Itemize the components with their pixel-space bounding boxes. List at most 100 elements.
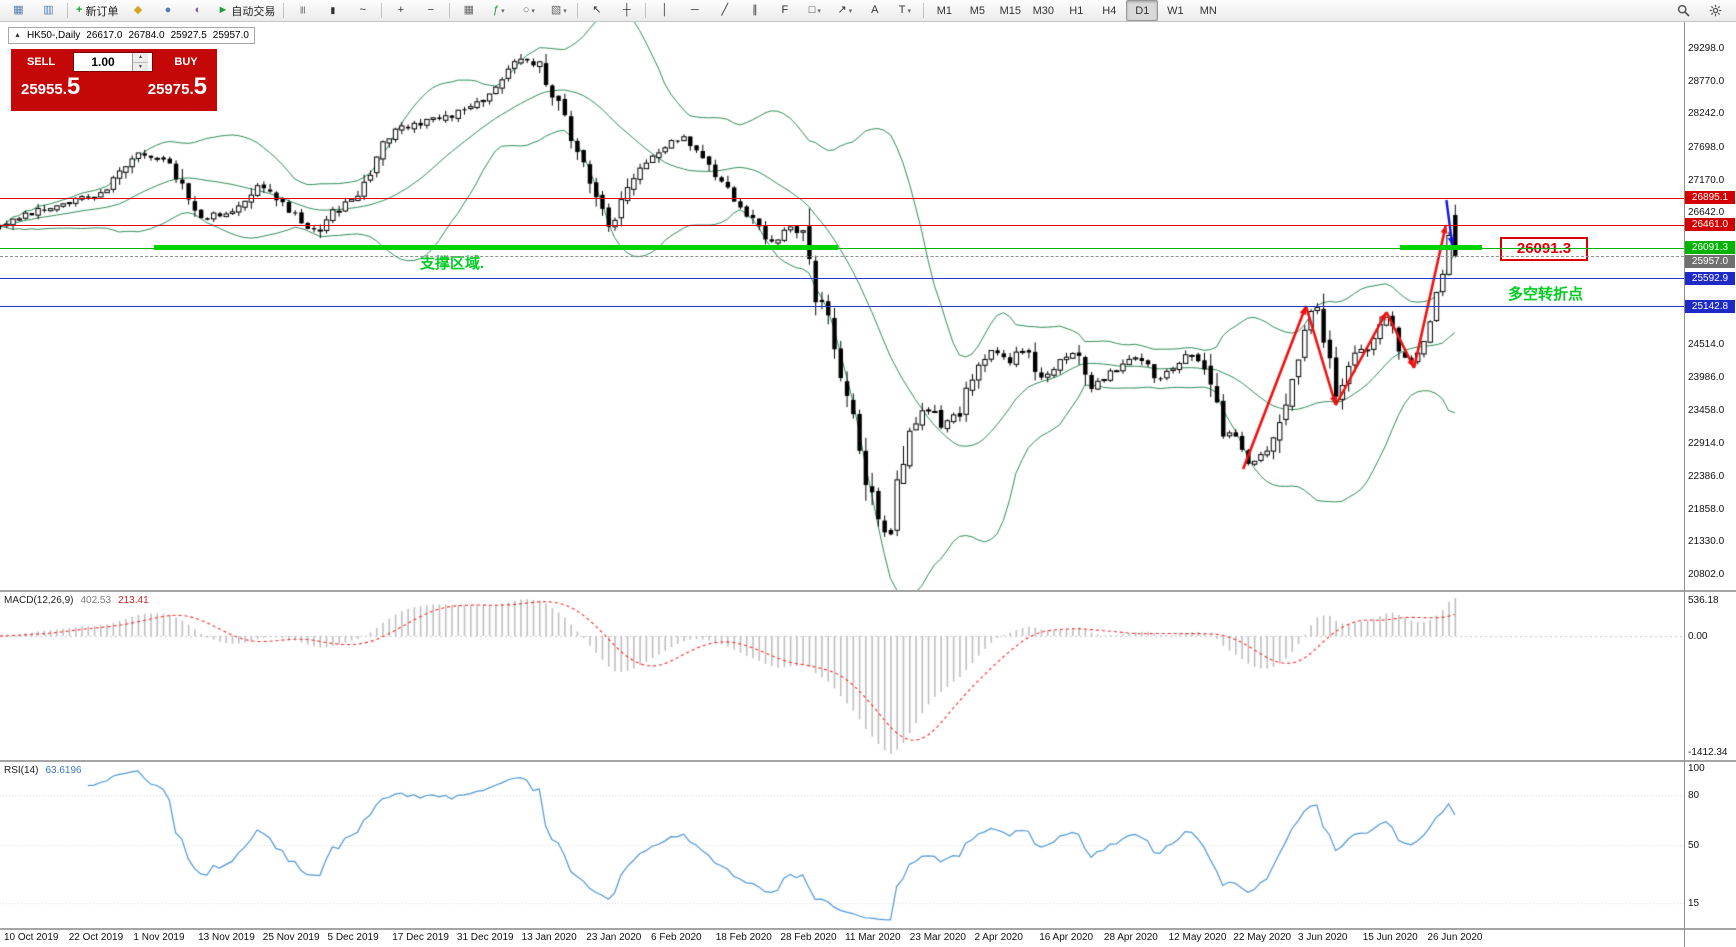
hline-26091-3[interactable]	[0, 247, 1684, 249]
new-order-button[interactable]: + 新订单	[72, 0, 122, 21]
cursor-icon[interactable]: ↖	[582, 0, 611, 21]
timeframe-m15-button[interactable]: M15	[999, 4, 1022, 17]
pivot-point-text[interactable]: 多空转折点	[1508, 286, 1584, 303]
support-zone-text[interactable]: 支撑区域.	[420, 255, 485, 272]
axis-border-line	[1684, 22, 1685, 947]
price-chart-canvas[interactable]	[0, 22, 1684, 590]
navigator-icon: ◐	[194, 4, 202, 16]
timeframe-h1-button[interactable]: H1	[1069, 4, 1084, 17]
channel-icon[interactable]: ∥	[740, 0, 769, 21]
navigator-icon[interactable]: ◐	[183, 0, 212, 21]
macd-panel-canvas[interactable]	[0, 592, 1684, 760]
hline-25957[interactable]	[0, 255, 1684, 257]
tile-windows-icon[interactable]: ▦	[454, 0, 483, 21]
price-axis-label: 26642.0	[1688, 207, 1725, 219]
favorites-icon: ◆	[133, 4, 143, 16]
settings-icon[interactable]	[1701, 0, 1730, 21]
date-axis-label: 31 Dec 2019	[456, 932, 514, 943]
trendline-icon[interactable]: ╱	[710, 0, 739, 21]
panel-separator[interactable]	[0, 590, 1736, 592]
horizontal-line-icon[interactable]: ─	[680, 0, 709, 21]
buy-price-main: 25975.	[147, 81, 194, 98]
timeframe-m30-button[interactable]: M30	[1032, 4, 1055, 17]
sell-button[interactable]: SELL	[26, 56, 56, 68]
text-icon[interactable]: A	[860, 0, 889, 21]
timeframe-d1-button[interactable]: D1	[1126, 0, 1159, 21]
price-level-box[interactable]: 26091.3	[1500, 237, 1588, 261]
toolbar-separator	[645, 3, 647, 18]
toolbar-right-group	[1669, 0, 1732, 21]
hline-25592-9[interactable]	[0, 278, 1684, 280]
panel-separator[interactable]	[0, 928, 1736, 930]
dropdown-caret-icon: ▾	[501, 7, 505, 15]
hline-26461[interactable]	[0, 224, 1684, 226]
crosshair-icon[interactable]: ┼	[612, 0, 641, 21]
templates-icon[interactable]: ▧ ▾	[544, 0, 573, 21]
price-axis-label: 23458.0	[1688, 404, 1725, 416]
price-axis[interactable]: 29298.0 28770.0 28242.0 27698.0 27170.0 26642…	[1685, 22, 1736, 947]
text-label-icon[interactable]: T ▾	[890, 0, 919, 21]
macd-axis-label: -1412.34	[1688, 747, 1728, 758]
bars-chart-icon: |||	[300, 7, 306, 14]
date-axis-label: 18 Feb 2020	[715, 932, 772, 943]
favorites-icon[interactable]: ◆	[123, 0, 152, 21]
candles-chart-icon[interactable]: ▮	[318, 0, 347, 21]
volume-down-button[interactable]: ▼	[133, 62, 148, 71]
date-axis-label: 28 Apr 2020	[1103, 932, 1158, 943]
ohlc-close: 25957.0	[212, 30, 249, 41]
indicators-icon[interactable]: ƒ ▾	[484, 0, 513, 21]
timeframe-mn-button[interactable]: MN	[1199, 4, 1217, 17]
autotrade-label: 自动交易	[231, 5, 276, 18]
zoom-out-icon[interactable]: −	[416, 0, 445, 21]
volume-field[interactable]: ▲ ▼	[73, 52, 153, 72]
date-axis-label: 28 Feb 2020	[780, 932, 837, 943]
collapse-arrow-icon[interactable]: ▲	[14, 32, 21, 39]
volume-up-button[interactable]: ▲	[133, 53, 148, 63]
arrows-icon[interactable]: ↗ ▾	[830, 0, 859, 21]
date-axis[interactable]: 10 Oct 2019 22 Oct 2019 1 Nov 2019 13 Nov 2…	[0, 930, 1736, 947]
shapes-icon[interactable]: □ ▾	[800, 0, 829, 21]
indicators-icon: ƒ	[493, 4, 500, 16]
volume-input[interactable]	[74, 53, 132, 71]
dropdown-caret-icon: ▾	[907, 7, 911, 15]
macd-axis-label: 536.18	[1688, 595, 1719, 606]
autotrade-button[interactable]: ► 自动交易	[213, 0, 279, 21]
toolbar-separator	[449, 3, 451, 18]
new-chart-icon[interactable]: ▦	[4, 0, 33, 21]
price-axis-label: 29298.0	[1688, 43, 1725, 54]
hline-25142-8[interactable]	[0, 306, 1684, 308]
buy-button[interactable]: BUY	[174, 56, 198, 68]
profiles-icon[interactable]: ▥	[34, 0, 63, 21]
price-axis-label: 23986.0	[1688, 371, 1725, 383]
market-watch-icon[interactable]: ●	[153, 0, 182, 21]
zoom-in-icon[interactable]: +	[386, 0, 415, 21]
timeframe-m1-button[interactable]: M1	[936, 4, 952, 17]
periods-icon[interactable]: ○ ▾	[514, 0, 543, 21]
panel-separator[interactable]	[0, 760, 1736, 762]
cursor-icon: ↖	[592, 4, 602, 16]
sell-price[interactable]: 25955. 5	[21, 75, 80, 99]
macd-main-value: 402.53	[80, 595, 112, 606]
dropdown-caret-icon: ▾	[817, 7, 821, 15]
rsi-indicator-label: RSI(14) 63.6196	[4, 765, 82, 776]
rsi-axis-label: 100	[1688, 763, 1705, 774]
rsi-panel-canvas[interactable]	[0, 762, 1684, 928]
timeframe-m5-button[interactable]: M5	[969, 4, 985, 17]
hline-26895-1[interactable]	[0, 197, 1684, 199]
timeframe-w1-button[interactable]: W1	[1167, 4, 1184, 17]
date-axis-label: 10 Oct 2019	[4, 932, 59, 943]
support-zone-band[interactable]	[1399, 245, 1483, 251]
buy-price[interactable]: 25975. 5	[147, 75, 207, 99]
toolbar: ▦ ▥ + 新订单 ◆ ● ◐ ► 自动交易 ||| ▮ ~ + − ▦ ƒ ▾ ○ ▾ ▧ ▾ ↖ ┼ │ ─ ╱ ∥ F □ ▾ ↗ ▾ A…	[0, 0, 1736, 22]
fibonacci-icon[interactable]: F	[770, 0, 799, 21]
timeframe-h4-button[interactable]: H4	[1102, 4, 1117, 17]
bars-chart-icon[interactable]: |||	[288, 0, 317, 21]
vertical-line-icon[interactable]: │	[650, 0, 679, 21]
search-icon[interactable]	[1669, 0, 1698, 21]
one-click-trading-widget: SELL ▲ ▼ BUY 25955.5 25975.5	[11, 49, 217, 111]
trendline-icon: ╱	[721, 4, 729, 16]
support-zone-band[interactable]	[154, 245, 838, 251]
price-tag: 26461.0	[1685, 218, 1735, 232]
price-axis-label: 24514.0	[1688, 339, 1725, 351]
line-chart-icon[interactable]: ~	[348, 0, 377, 21]
